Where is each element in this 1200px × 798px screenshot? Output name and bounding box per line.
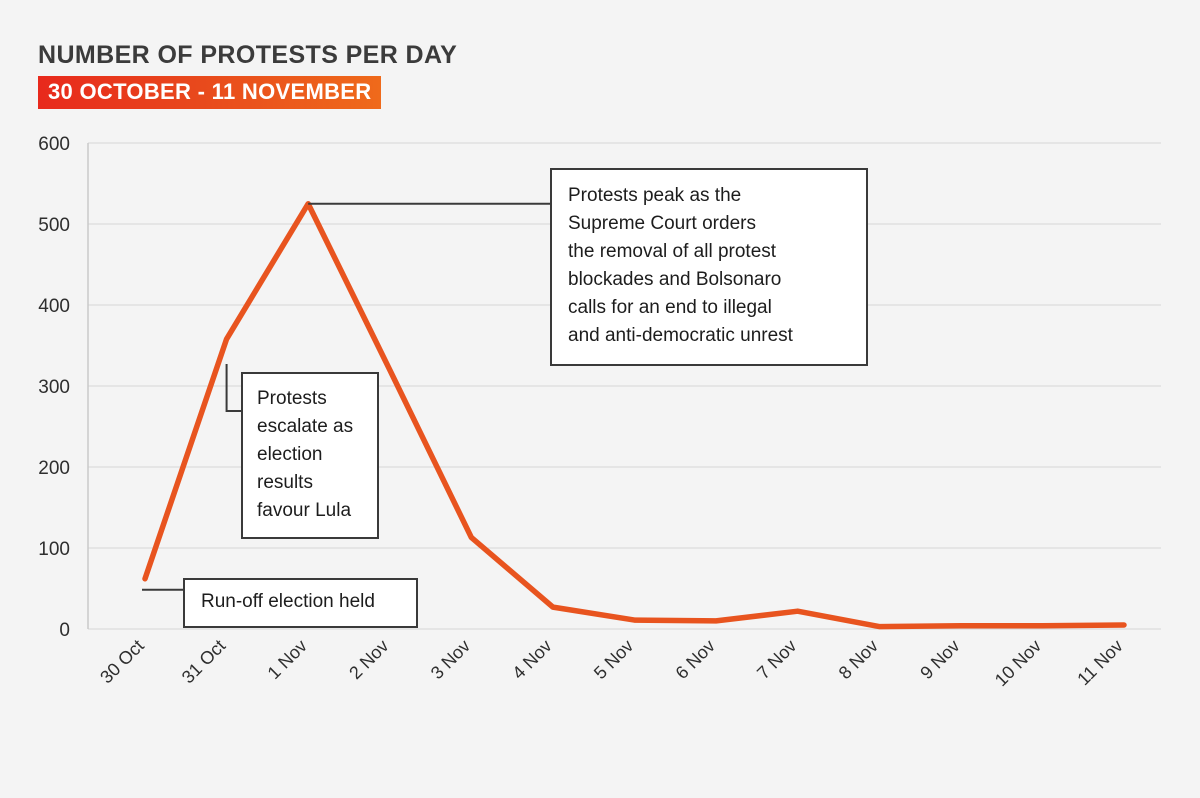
- annotation-text-escalate: Protests escalate as election results fa…: [257, 388, 354, 521]
- chart-subtitle: 30 OCTOBER - 11 NOVEMBER: [48, 79, 372, 105]
- subtitle-banner: 30 OCTOBER - 11 NOVEMBER: [38, 76, 382, 110]
- x-axis-tick-label: 31 Oct: [178, 636, 230, 688]
- y-axis-tick-label: 200: [38, 458, 70, 479]
- x-axis-tick-label: 4 Nov: [508, 636, 555, 683]
- x-axis-tick-label: 3 Nov: [427, 636, 474, 683]
- y-axis-tick-label: 400: [38, 296, 70, 317]
- x-axis-tick-label: 10 Nov: [991, 636, 1045, 690]
- y-axis-tick-label: 500: [38, 215, 70, 236]
- page-title: NUMBER OF PROTESTS PER DAY: [38, 41, 458, 69]
- x-axis-tick-label: 30 Oct: [96, 636, 148, 688]
- leader-line-escalate: [225, 364, 241, 412]
- x-axis-tick-label: 1 Nov: [264, 636, 311, 683]
- x-axis-tick-label: 5 Nov: [590, 636, 637, 683]
- y-axis-tick-label: 100: [38, 539, 70, 560]
- annotation-callout-runoff: Run-off election held: [183, 578, 418, 628]
- x-axis-tick-label: 8 Nov: [835, 636, 882, 683]
- title-block: NUMBER OF PROTESTS PER DAY 30 OCTOBER - …: [38, 41, 458, 110]
- x-axis-tick-label: 11 Nov: [1073, 636, 1127, 690]
- y-axis-tick-label: 600: [38, 134, 70, 155]
- annotation-callout-peak: Protests peak as the Supreme Court order…: [550, 168, 868, 366]
- y-axis-tick-label: 300: [38, 377, 70, 398]
- x-axis-tick-label: 9 Nov: [916, 636, 963, 683]
- annotation-text-peak: Protests peak as the Supreme Court order…: [568, 185, 793, 346]
- x-axis-tick-label: 7 Nov: [753, 636, 800, 683]
- y-axis-tick-label: 0: [59, 620, 70, 641]
- annotation-text-runoff: Run-off election held: [201, 591, 375, 612]
- x-axis-tick-label: 6 Nov: [672, 636, 719, 683]
- annotation-callout-escalate: Protests escalate as election results fa…: [241, 372, 379, 539]
- x-axis-tick-label: 2 Nov: [345, 636, 392, 683]
